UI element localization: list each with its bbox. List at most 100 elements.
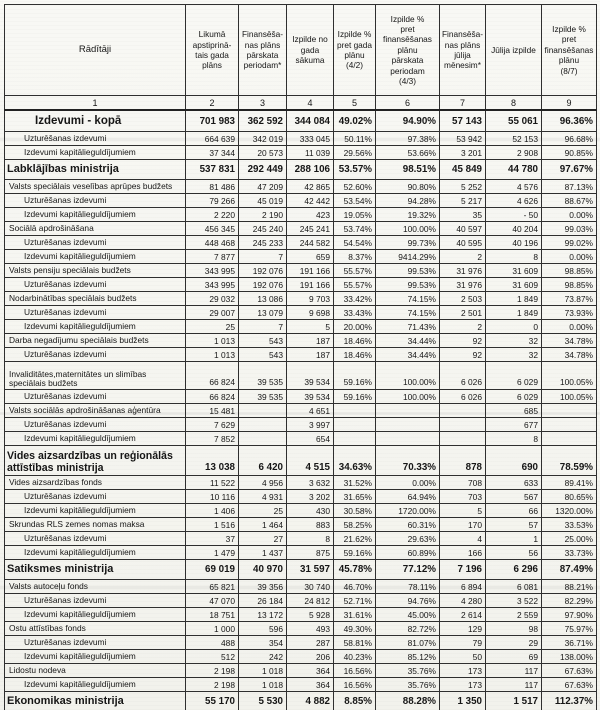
- value-cell: 170: [439, 517, 486, 532]
- table-row: Uzturēšanas izdevumi 37 27 8 21.62% 29.63% 4 1 2…: [4, 531, 597, 546]
- value-cell: 0.00%: [541, 207, 597, 222]
- value-cell: 35.76%: [375, 677, 440, 692]
- value-cell: 46.70%: [333, 579, 376, 594]
- value-cell: 1 464: [238, 517, 287, 532]
- col-header-6: Izpilde % pret finansēšanas plānu pārska…: [375, 4, 440, 96]
- value-cell: 87.13%: [541, 179, 597, 194]
- value-cell: 4 651: [286, 403, 334, 418]
- value-cell: 1 350: [439, 691, 486, 710]
- col-header-9: Izpilde % pret finansēšanas plānu (8/7): [541, 4, 597, 96]
- table-row: Izdevumi kapitālieguldījumiem 7 852 654 8: [4, 431, 597, 446]
- table-row: Izdevumi - kopā 701 983 362 592 344 084 49.0…: [4, 109, 597, 132]
- value-cell: 100.05%: [541, 389, 597, 404]
- value-cell: [439, 417, 486, 432]
- value-cell: 5 530: [238, 691, 287, 710]
- value-cell: 70.33%: [375, 445, 440, 476]
- value-cell: 94.28%: [375, 193, 440, 208]
- value-cell: 18 751: [185, 607, 239, 622]
- value-cell: 2 559: [485, 607, 542, 622]
- value-cell: 1 516: [185, 517, 239, 532]
- value-cell: 88.21%: [541, 579, 597, 594]
- value-cell: 98.51%: [375, 159, 440, 180]
- table-row: Izdevumi kapitālieguldījumiem 2 220 2 190 4…: [4, 207, 597, 222]
- row-label: Izdevumi - kopā: [4, 109, 186, 132]
- value-cell: 2: [439, 319, 486, 334]
- value-cell: 166: [439, 545, 486, 560]
- value-cell: 7 852: [185, 431, 239, 446]
- value-cell: 6 420: [238, 445, 287, 476]
- value-cell: 29: [485, 635, 542, 650]
- value-cell: 1 849: [485, 291, 542, 306]
- value-cell: 29 007: [185, 305, 239, 320]
- value-cell: 6 029: [485, 389, 542, 404]
- value-cell: 55 170: [185, 691, 239, 710]
- row-label: Izdevumi kapitālieguldījumiem: [4, 207, 186, 222]
- value-cell: 4 882: [286, 691, 334, 710]
- value-cell: 192 076: [238, 263, 287, 278]
- value-cell: 1 849: [485, 305, 542, 320]
- row-label: Invaliditātes,maternitātes un slimības s…: [4, 361, 186, 390]
- table-row: Sociālā apdrošināšana 456 345 245 240 245 2…: [4, 221, 597, 236]
- value-cell: 5: [286, 319, 334, 334]
- value-cell: [375, 431, 440, 446]
- value-cell: 90.85%: [541, 145, 597, 160]
- value-cell: 2 190: [238, 207, 287, 222]
- value-cell: [238, 431, 287, 446]
- value-cell: 32: [485, 347, 542, 362]
- value-cell: 242: [238, 649, 287, 664]
- value-cell: 94.90%: [375, 109, 440, 132]
- value-cell: 49.30%: [333, 621, 376, 636]
- value-cell: 1: [485, 531, 542, 546]
- value-cell: 60.31%: [375, 517, 440, 532]
- value-cell: 87.49%: [541, 559, 597, 580]
- value-cell: 9 698: [286, 305, 334, 320]
- value-cell: 2 503: [439, 291, 486, 306]
- value-cell: 36.71%: [541, 635, 597, 650]
- table-row: Uzturēšanas izdevumi 66 824 39 535 39 534 59…: [4, 389, 597, 404]
- value-cell: 187: [286, 347, 334, 362]
- value-cell: 52.71%: [333, 593, 376, 608]
- value-cell: 58.25%: [333, 517, 376, 532]
- value-cell: [238, 417, 287, 432]
- value-cell: 292 449: [238, 159, 287, 180]
- value-cell: 100.00%: [375, 389, 440, 404]
- value-cell: 6 894: [439, 579, 486, 594]
- value-cell: 79 266: [185, 193, 239, 208]
- table-row: Invaliditātes,maternitātes un slimības s…: [4, 361, 597, 390]
- col-header-5: Izpilde % pret gada plānu (4/2): [333, 4, 376, 96]
- table-row: Uzturēšanas izdevumi 29 007 13 079 9 698 33.…: [4, 305, 597, 320]
- value-cell: 53 942: [439, 131, 486, 146]
- table-header: Rādītāji Likumā apstiprinā- tais gada pl…: [4, 4, 597, 111]
- value-cell: 31 609: [485, 263, 542, 278]
- value-cell: 90.80%: [375, 179, 440, 194]
- table-row: Izdevumi kapitālieguldījumiem 1 479 1 437 8…: [4, 545, 597, 560]
- table-row: Uzturēšanas izdevumi 10 116 4 931 3 202 31.6…: [4, 489, 597, 504]
- value-cell: 67.63%: [541, 677, 597, 692]
- value-cell: 11 522: [185, 475, 239, 490]
- value-cell: 69 019: [185, 559, 239, 580]
- row-label: Izdevumi kapitālieguldījumiem: [4, 607, 186, 622]
- value-cell: 49.02%: [333, 109, 376, 132]
- value-cell: 34.44%: [375, 333, 440, 348]
- value-cell: 40.23%: [333, 649, 376, 664]
- value-cell: 13 038: [185, 445, 239, 476]
- value-cell: 35: [439, 207, 486, 222]
- value-cell: 81 486: [185, 179, 239, 194]
- value-cell: 81.07%: [375, 635, 440, 650]
- row-label: Izdevumi kapitālieguldījumiem: [4, 145, 186, 160]
- column-number: 7: [439, 95, 486, 111]
- value-cell: 45 019: [238, 193, 287, 208]
- row-label: Skrundas RLS zemes nomas maksa: [4, 517, 186, 532]
- value-cell: [439, 403, 486, 418]
- value-cell: 39 535: [238, 389, 287, 404]
- value-cell: 39 356: [238, 579, 287, 594]
- value-cell: 3 522: [485, 593, 542, 608]
- value-cell: 25: [185, 319, 239, 334]
- value-cell: 20.00%: [333, 319, 376, 334]
- row-label: Uzturēšanas izdevumi: [4, 635, 186, 650]
- value-cell: 100.00%: [375, 361, 440, 390]
- value-cell: 13 086: [238, 291, 287, 306]
- row-label: Izdevumi kapitālieguldījumiem: [4, 249, 186, 264]
- value-cell: 4 626: [485, 193, 542, 208]
- value-cell: 633: [485, 475, 542, 490]
